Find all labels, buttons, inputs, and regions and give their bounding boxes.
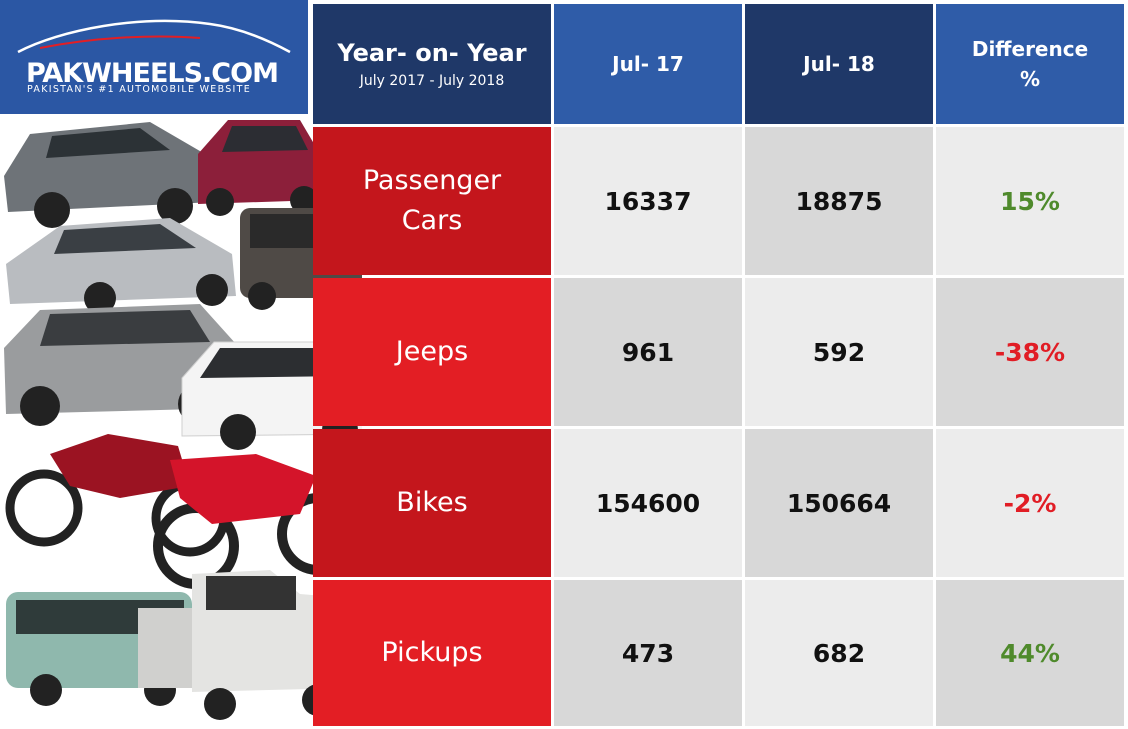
table-title: Year- on- Year [337,39,527,67]
row-label-passenger-cars: Passenger Cars [313,127,551,275]
column-header-difference: Difference % [936,4,1124,124]
value-cell: 682 [745,580,933,726]
row-label-bikes: Bikes [313,429,551,577]
column-header-difference-unit: % [1019,67,1041,91]
row-label-line1: Passenger [362,165,502,196]
table-title-header: Year- on- Year July 2017 - July 2018 [313,4,551,124]
hatchback-car-icon [198,120,322,216]
sedan-car-icon [4,122,214,228]
difference-cell: -2% [936,429,1124,577]
silver-sedan-icon [6,218,236,314]
column-header-difference-label: Difference [971,37,1089,61]
difference-cell: 44% [936,580,1124,726]
vehicle-photos [4,120,362,720]
value-cell: 961 [554,278,742,426]
column-header-jul17: Jul- 17 [554,4,742,124]
difference-cell: 15% [936,127,1124,275]
value-cell: 16337 [554,127,742,275]
brand-logo[interactable]: PAKWHEELS.COM PAKISTAN'S #1 AUTOMOBILE W… [0,0,308,114]
value-cell: 473 [554,580,742,726]
pickup-truck-icon [138,570,348,720]
row-label-jeeps: Jeeps [313,278,551,426]
row-label-line2: Cars [401,205,463,236]
value-cell: 18875 [745,127,933,275]
value-cell: 154600 [554,429,742,577]
brand-name: PAKWHEELS.COM [26,58,279,89]
table-subtitle: July 2017 - July 2018 [359,73,505,89]
brand-tagline: PAKISTAN'S #1 AUTOMOBILE WEBSITE [27,84,252,95]
value-cell: 150664 [745,429,933,577]
difference-cell: -38% [936,278,1124,426]
car-silhouette-icon [17,19,291,54]
row-label-pickups: Pickups [313,580,551,726]
column-header-jul18: Jul- 18 [745,4,933,124]
value-cell: 592 [745,278,933,426]
